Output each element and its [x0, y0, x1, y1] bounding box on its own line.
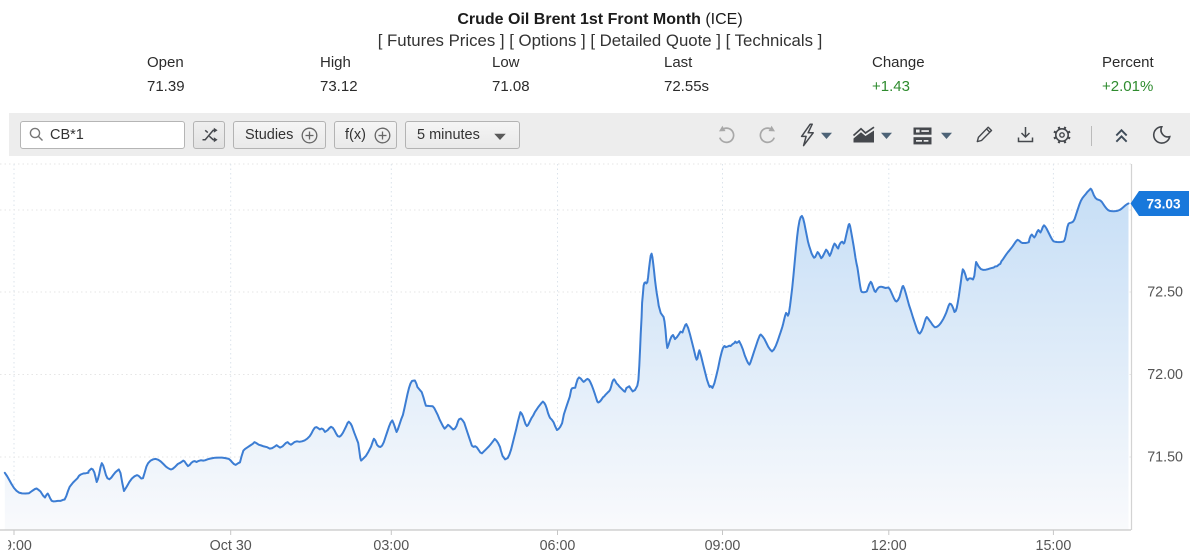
- svg-text:72.50: 72.50: [1147, 285, 1183, 301]
- svg-text:15:00: 15:00: [1036, 538, 1072, 554]
- svg-text:Oct 30: Oct 30: [210, 538, 252, 554]
- svg-text:71.50: 71.50: [1147, 450, 1183, 466]
- svg-text:09:00: 09:00: [705, 538, 741, 554]
- svg-text:72.00: 72.00: [1147, 367, 1183, 383]
- svg-text:73.03: 73.03: [1146, 196, 1180, 211]
- svg-text:19:00: 19:00: [0, 538, 32, 554]
- svg-text:12:00: 12:00: [871, 538, 907, 554]
- svg-text:03:00: 03:00: [373, 538, 409, 554]
- svg-text:06:00: 06:00: [540, 538, 576, 554]
